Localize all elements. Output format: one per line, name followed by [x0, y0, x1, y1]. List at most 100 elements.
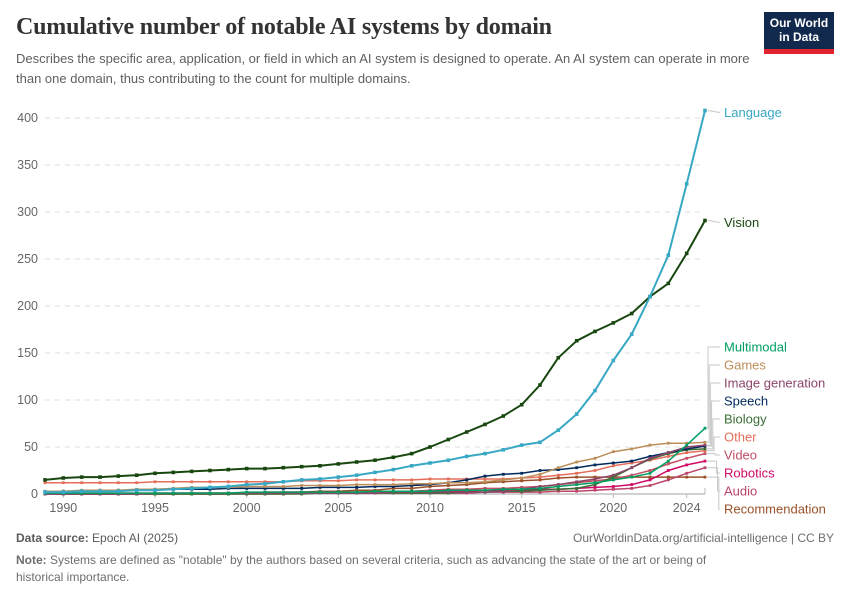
y-tick-label-0: 0 [31, 487, 38, 501]
series-multimodal[interactable] [43, 426, 707, 495]
marker-biology-2018 [575, 487, 579, 490]
marker-image-generation-2018 [575, 480, 579, 484]
marker-multimodal-2022 [648, 471, 652, 475]
marker-language-2002 [281, 480, 286, 484]
marker-audio-2023 [666, 478, 670, 482]
marker-language-1993 [116, 489, 121, 493]
marker-biology-2025 [703, 447, 707, 451]
marker-vision-2001 [263, 466, 267, 471]
marker-other-2017 [556, 473, 560, 477]
marker-games-2001 [263, 485, 267, 488]
data-source-label: Data source: [16, 531, 89, 545]
series-language[interactable] [43, 108, 707, 494]
marker-language-1998 [208, 485, 212, 490]
marker-video-2024 [685, 456, 689, 460]
marker-speech-2013 [483, 474, 487, 478]
series-label-video[interactable]: Video [724, 448, 757, 463]
marker-multimodal-2007 [373, 489, 377, 493]
chart-header: Cumulative number of notable AI systems … [16, 12, 834, 88]
marker-language-1997 [189, 486, 194, 491]
marker-vision-2005 [336, 462, 341, 466]
marker-vision-2018 [574, 339, 579, 343]
series-label-speech[interactable]: Speech [724, 394, 768, 409]
marker-language-2005 [336, 475, 341, 479]
marker-language-2014 [501, 448, 506, 452]
marker-biology-2020 [611, 475, 615, 479]
marker-speech-2012 [465, 478, 469, 482]
marker-vision-1996 [171, 470, 176, 475]
marker-speech-2001 [263, 487, 267, 490]
marker-games-2007 [373, 483, 377, 486]
marker-audio-2025 [703, 466, 707, 470]
marker-speech-2008 [391, 485, 395, 488]
series-label-audio[interactable]: Audio [724, 484, 757, 499]
marker-games-2013 [483, 480, 487, 484]
series-line-language[interactable] [44, 109, 706, 494]
series-label-recommendation[interactable]: Recommendation [724, 502, 826, 517]
marker-language-1989 [43, 490, 47, 494]
marker-language-2018 [574, 412, 579, 416]
owid-logo-line1: Our World [769, 15, 829, 30]
owid-logo[interactable]: Our World in Data [764, 12, 834, 54]
marker-language-1999 [226, 484, 231, 489]
marker-other-1998 [208, 480, 212, 484]
x-tick-label-2010: 2010 [416, 501, 444, 515]
series-label-games[interactable]: Games [724, 358, 766, 373]
series-line-other[interactable] [44, 450, 706, 484]
series-vision[interactable] [43, 218, 707, 482]
owid-logo-line2: in Data [778, 29, 819, 44]
marker-other-2005 [336, 479, 340, 483]
marker-other-2008 [391, 478, 395, 482]
marker-speech-2020 [611, 461, 615, 465]
marker-recommendation-2009 [410, 487, 414, 490]
marker-multimodal-2021 [630, 475, 634, 479]
marker-games-2022 [648, 443, 652, 447]
marker-other-1989 [43, 481, 47, 485]
marker-image-generation-2017 [556, 483, 560, 486]
label-connector-robotics [707, 460, 720, 474]
label-connector-other [707, 436, 720, 452]
marker-other-2025 [703, 449, 707, 453]
marker-games-2002 [281, 485, 285, 488]
series-label-language[interactable]: Language [724, 105, 782, 120]
marker-vision-1990 [61, 476, 66, 480]
marker-language-2017 [556, 428, 561, 432]
label-connector-speech [707, 400, 720, 447]
marker-other-1992 [98, 481, 102, 485]
marker-language-2021 [629, 332, 634, 336]
marker-other-2000 [245, 480, 249, 484]
marker-games-2020 [611, 450, 615, 454]
license-link[interactable]: OurWorldinData.org/artificial-intelligen… [573, 531, 834, 545]
series-label-multimodal[interactable]: Multimodal [724, 340, 787, 355]
marker-image-generation-2025 [703, 443, 707, 447]
series-label-vision[interactable]: Vision [724, 215, 759, 230]
marker-games-2023 [666, 441, 670, 445]
marker-multimodal-2002 [281, 490, 285, 494]
marker-vision-1995 [153, 471, 157, 476]
marker-biology-2016 [538, 488, 542, 492]
marker-language-2001 [263, 481, 267, 486]
marker-audio-2018 [575, 489, 579, 493]
marker-games-2011 [446, 481, 450, 485]
marker-multimodal-1995 [153, 491, 157, 495]
marker-games-2019 [593, 456, 597, 460]
marker-other-1993 [116, 481, 120, 485]
marker-games-2000 [245, 485, 249, 488]
marker-games-2018 [575, 460, 579, 464]
series-label-robotics[interactable]: Robotics [724, 466, 775, 481]
series-label-other[interactable]: Other [724, 430, 757, 445]
marker-multimodal-2008 [391, 489, 395, 493]
marker-language-2004 [318, 477, 322, 481]
marker-other-2006 [355, 478, 359, 482]
marker-language-2010 [428, 461, 432, 465]
marker-robotics-2020 [611, 485, 615, 488]
marker-recommendation-2025 [703, 475, 707, 479]
marker-games-2008 [391, 483, 395, 486]
marker-recommendation-2010 [428, 485, 432, 488]
chart-note-text: Systems are defined as "notable" by the … [16, 553, 707, 585]
series-label-biology[interactable]: Biology [724, 412, 767, 427]
series-label-image-generation[interactable]: Image generation [724, 376, 825, 391]
marker-games-2015 [520, 476, 524, 480]
marker-recommendation-2012 [465, 483, 469, 486]
marker-speech-2009 [410, 484, 414, 487]
